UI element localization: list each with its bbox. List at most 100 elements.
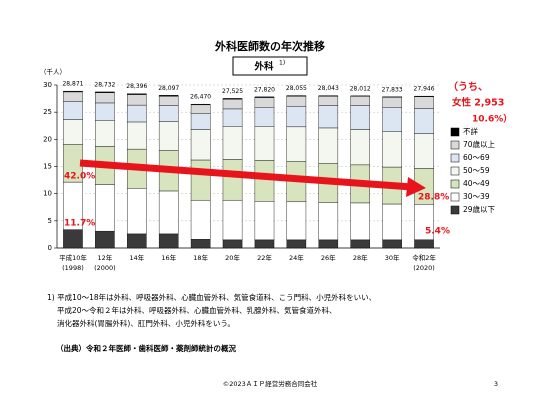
total-label: 28,097 bbox=[158, 85, 179, 92]
legend-swatch bbox=[450, 192, 460, 202]
bar-segment bbox=[95, 120, 115, 147]
annotation: 42.0% bbox=[64, 172, 95, 182]
annotation: 女性 2,953 bbox=[452, 97, 504, 109]
bar-segment bbox=[350, 239, 370, 249]
legend-swatch bbox=[450, 153, 460, 163]
bar-segment bbox=[158, 95, 179, 97]
bar-segment bbox=[318, 105, 339, 129]
bar-segment bbox=[158, 95, 179, 106]
total-label: 28,732 bbox=[94, 81, 115, 88]
bar-segment bbox=[286, 105, 307, 128]
arrow-head bbox=[406, 177, 426, 197]
bar-segment bbox=[286, 95, 307, 97]
y-tick-label: 5 bbox=[48, 217, 52, 225]
bar-segment bbox=[63, 90, 83, 93]
bar-segment bbox=[318, 202, 339, 241]
x-tick-label: 22年 bbox=[257, 253, 272, 262]
legend-label: 50～59 bbox=[463, 166, 490, 175]
y-tick-label: 25 bbox=[43, 108, 52, 116]
x-tick-label: 18年 bbox=[193, 253, 208, 262]
bar-segment bbox=[222, 239, 243, 249]
subtitle: 外科 bbox=[253, 61, 274, 73]
subtitle-box bbox=[232, 56, 308, 76]
y-tick-label: 10 bbox=[43, 190, 52, 198]
bar-segment bbox=[350, 105, 370, 130]
x-tick-sublabel: (1998) bbox=[62, 264, 84, 272]
bar-segment bbox=[95, 91, 115, 93]
bar-segment bbox=[414, 133, 434, 169]
annotation: （うち、 bbox=[448, 80, 488, 93]
bar-segment bbox=[222, 98, 243, 110]
bar-segment bbox=[63, 229, 83, 249]
total-label: 28,043 bbox=[318, 85, 339, 92]
legend: 不詳 70歳以上 60～69 50～59 40～49 30～39 29歳以下 bbox=[450, 126, 496, 215]
legend-label: 60～69 bbox=[463, 153, 490, 162]
total-label: 28,396 bbox=[126, 83, 147, 90]
bar-segment bbox=[350, 202, 370, 241]
x-tick-label: 20年 bbox=[225, 253, 240, 262]
bar-segment bbox=[95, 102, 115, 121]
bar-segment bbox=[286, 126, 307, 162]
footnotes: 1) 平成10～18年は外科、呼吸器外科、心臓血管外科、気管食道科、こう門科、小… bbox=[47, 292, 376, 328]
bar-segment bbox=[286, 239, 307, 249]
y-tick-label: 0 bbox=[48, 244, 52, 252]
bar-segment bbox=[158, 190, 179, 235]
bar-segment bbox=[222, 199, 243, 241]
page-number: 3 bbox=[494, 380, 498, 388]
bar-segment bbox=[382, 131, 402, 168]
bar-segment bbox=[318, 127, 339, 164]
bar-segment bbox=[95, 230, 115, 249]
bar-segment bbox=[254, 201, 275, 241]
bar-segment bbox=[382, 239, 402, 249]
bar-segment bbox=[127, 93, 147, 95]
bar-segment bbox=[190, 104, 211, 114]
bar-segment bbox=[318, 95, 339, 106]
copyright: ©2023ＡＩＰ経営労務合同会社 bbox=[223, 379, 318, 388]
bar-segment bbox=[350, 96, 370, 106]
bar-segment bbox=[190, 113, 211, 130]
bar-segment bbox=[222, 126, 243, 160]
x-tick-sublabel: (2020) bbox=[413, 264, 435, 272]
x-tick-sublabel: (2000) bbox=[94, 264, 116, 272]
legend-label: 70歳以上 bbox=[463, 139, 496, 149]
x-tick-label: 14年 bbox=[129, 253, 144, 262]
bar-segment bbox=[254, 96, 275, 98]
bar-segment bbox=[63, 119, 83, 145]
x-tick-label: 24年 bbox=[289, 253, 304, 262]
subtitle-note: 1) bbox=[279, 60, 285, 67]
chart-title: 外科医師数の年次推移 bbox=[214, 39, 325, 53]
bar-segment bbox=[414, 239, 434, 249]
bar-segment bbox=[414, 108, 434, 134]
trend-arrow bbox=[79, 159, 426, 197]
bar-segment bbox=[318, 239, 339, 249]
legend-label: 不詳 bbox=[463, 126, 478, 136]
bar-segment bbox=[254, 160, 275, 202]
total-label: 27,525 bbox=[222, 88, 243, 95]
bar-segment bbox=[127, 188, 147, 235]
bar-segment bbox=[127, 104, 147, 123]
x-tick-label: 16年 bbox=[161, 253, 176, 262]
legend-label: 29歳以下 bbox=[463, 204, 496, 214]
bar-segment bbox=[254, 107, 275, 127]
annotation: 28.8% bbox=[418, 193, 449, 203]
bar-segment bbox=[382, 97, 402, 108]
bar-segment bbox=[222, 108, 243, 127]
bar-segment bbox=[190, 239, 211, 249]
x-tick-label: 12年 bbox=[97, 253, 112, 262]
total-label: 27,833 bbox=[382, 86, 403, 93]
bar-segment bbox=[127, 233, 147, 249]
bar-segment bbox=[222, 98, 243, 100]
total-label: 28,871 bbox=[62, 81, 83, 88]
legend-swatch bbox=[450, 205, 460, 215]
footnote-line: 平成20～令和２年は外科、呼吸器外科、心臓血管外科、乳腺外科、気管食道外科、 bbox=[57, 305, 337, 315]
bar-segment bbox=[286, 95, 307, 107]
bar-segment bbox=[158, 233, 179, 249]
bar-segment bbox=[190, 103, 211, 106]
x-tick-label: 令和2年 bbox=[412, 253, 436, 262]
bar-segment bbox=[190, 129, 211, 161]
source: （出典）令和２年医師・歯科医師・薬剤師統計の概況 bbox=[56, 343, 236, 353]
y-axis-label: （千人） bbox=[40, 67, 66, 76]
bar-segment bbox=[414, 96, 434, 109]
bar-segment bbox=[127, 94, 147, 106]
total-label: 27,820 bbox=[254, 86, 275, 93]
